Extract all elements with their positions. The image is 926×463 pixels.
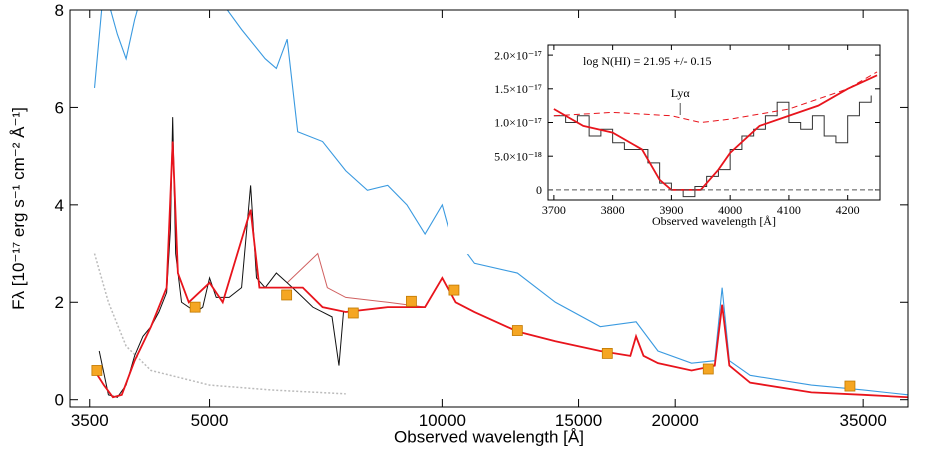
y-tick-label: 4: [55, 196, 64, 215]
photometry-point: [702, 363, 714, 375]
y-tick-label: 0: [536, 183, 542, 197]
x-axis-label: Observed wavelength [Å]: [394, 428, 584, 447]
x-tick-label: 10000: [419, 411, 466, 430]
y-axis-label: Fλ [10⁻¹⁷ erg s⁻¹ cm⁻² Å⁻¹]: [9, 107, 28, 310]
photometry-point: [91, 365, 103, 376]
series-group: [553, 71, 878, 198]
y-tick-label: 1.0×10⁻¹⁷: [494, 116, 542, 130]
spectrum-line: [93, 10, 908, 396]
photometry-point: [406, 295, 417, 307]
x-tick-label: 35000: [840, 411, 887, 430]
y-tick-label: 6: [55, 98, 64, 117]
x-tick-label: 3700: [542, 203, 566, 217]
x-tick-label: 20000: [652, 411, 699, 430]
annotation: log N(HI) = 21.95 +/- 0.15: [583, 54, 712, 68]
inset-panel: 3700 3800 3900 4000 4100 4200 2.0×10⁻¹⁷ 1.5×10⁻…: [448, 33, 892, 254]
spectrum-line: [553, 74, 878, 191]
inset-background: [448, 33, 892, 254]
x-tick-label: 3900: [659, 203, 683, 217]
series-group: [91, 10, 908, 399]
spectrum-line: [93, 253, 346, 395]
y-tick-label: 2.0×10⁻¹⁷: [494, 48, 542, 62]
main-panel: 3500 5000 10000 15000 20000 35000 0 2 4 6 8 Observe…: [9, 1, 909, 447]
photometry-point: [448, 284, 460, 296]
spectrum-line: [553, 71, 878, 124]
plot-frame: [69, 9, 909, 408]
photometry-point: [844, 380, 856, 392]
line-label: Lyα: [671, 86, 691, 100]
x-tick-label: 4100: [777, 203, 801, 217]
x-tick-label: 5000: [191, 411, 229, 430]
photometry-point: [189, 301, 201, 313]
y-tick-label: 5.0×10⁻¹⁸: [494, 149, 542, 163]
x-axis-label: Observed wavelength [Å]: [652, 214, 776, 228]
x-tick-label: 4200: [836, 203, 860, 217]
spectrum-line: [286, 252, 426, 308]
photometry-point: [281, 289, 293, 301]
y-tick-label: 1.5×10⁻¹⁷: [494, 82, 542, 96]
x-tick-label: 3500: [71, 411, 109, 430]
spectrum-line: [553, 95, 872, 198]
x-tick-label: 4000: [718, 203, 742, 217]
spectrum-line: [98, 117, 345, 398]
photometry-point: [511, 325, 523, 336]
photometry-point: [601, 348, 613, 359]
y-tick-label: 2: [55, 293, 64, 312]
x-tick-label: 3800: [601, 203, 625, 217]
y-tick-label: 0: [55, 391, 64, 410]
y-tick-label: 8: [55, 1, 64, 20]
x-tick-label: 15000: [555, 411, 602, 430]
photometry-point: [347, 307, 359, 319]
